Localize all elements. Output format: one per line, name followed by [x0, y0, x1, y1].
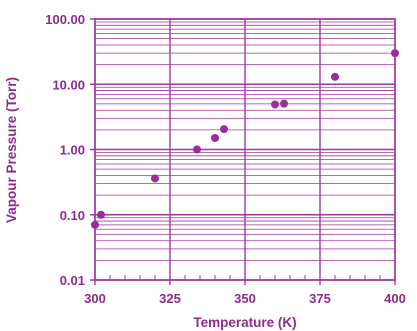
data-point — [220, 125, 228, 134]
plot-border — [94, 18, 396, 281]
x-tick-label: 400 — [384, 291, 406, 306]
y-tick-labels: 0.01 0.10 1.00 10.00 100.00 — [45, 12, 85, 288]
x-tick-label: 300 — [84, 291, 106, 306]
x-axis-label: Temperature (K) — [193, 315, 296, 330]
y-tick-label: 1.00 — [60, 143, 85, 158]
x-tick-label: 375 — [309, 291, 331, 306]
data-point — [211, 134, 219, 143]
data-point — [97, 210, 105, 219]
y-tick-label: 0.10 — [60, 208, 85, 223]
data-point — [151, 174, 159, 183]
data-point — [91, 220, 99, 229]
data-point — [391, 49, 399, 58]
data-point — [331, 72, 339, 81]
data-point — [193, 145, 201, 154]
data-point — [280, 99, 288, 108]
y-tick-label: 10.00 — [52, 77, 85, 92]
data-point — [271, 100, 279, 109]
grid-lines — [90, 18, 396, 285]
y-tick-label: 0.01 — [60, 273, 85, 288]
x-tick-label: 325 — [159, 291, 181, 306]
y-axis-label: Vapour Pressure (Torr) — [4, 77, 19, 223]
x-tick-labels: 300 325 350 375 400 — [84, 291, 406, 306]
data-points — [91, 49, 399, 229]
y-tick-label: 100.00 — [45, 12, 85, 27]
x-tick-label: 350 — [234, 291, 256, 306]
plot-frame — [94, 18, 396, 281]
